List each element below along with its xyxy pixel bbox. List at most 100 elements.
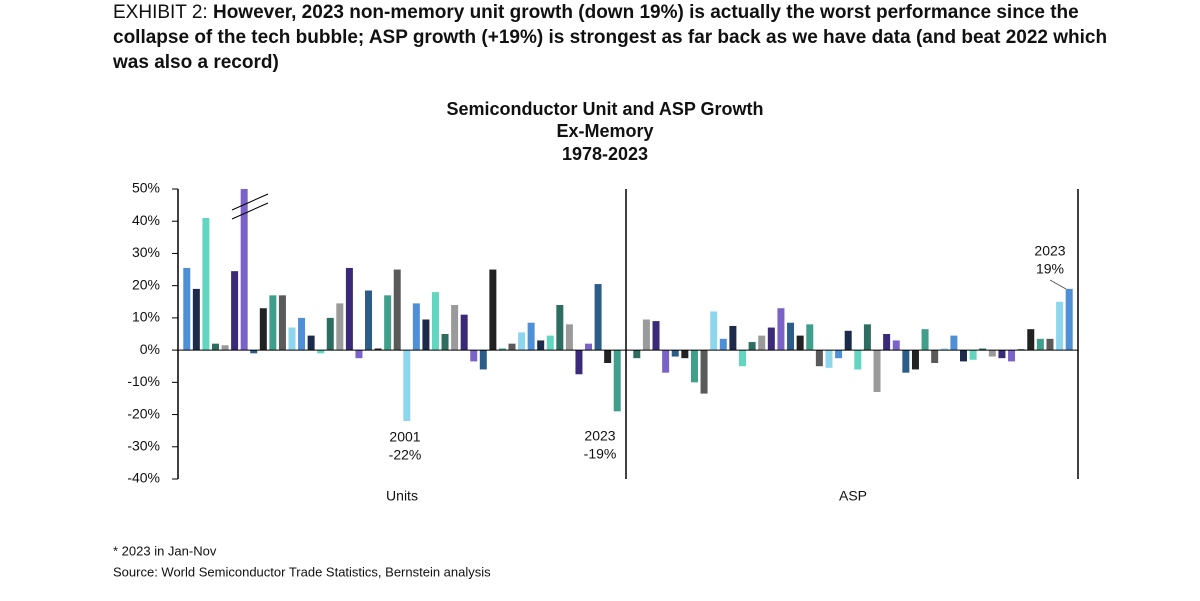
bar xyxy=(518,332,526,351)
y-tick-label: -20% xyxy=(127,405,160,421)
bar xyxy=(355,350,363,359)
y-tick-label: 40% xyxy=(132,212,160,228)
bar xyxy=(700,350,708,394)
bar xyxy=(815,350,823,367)
bar xyxy=(422,319,430,351)
bar xyxy=(854,350,862,370)
bar xyxy=(739,350,746,367)
bar xyxy=(758,335,766,351)
bar xyxy=(911,350,919,370)
bar xyxy=(412,303,420,351)
bar xyxy=(671,350,679,357)
bar xyxy=(183,267,191,351)
bar xyxy=(892,340,900,351)
bar xyxy=(508,343,516,351)
bar xyxy=(575,350,583,375)
y-tick-label: 20% xyxy=(132,276,160,292)
exhibit-text: However, 2023 non-memory unit growth (do… xyxy=(113,2,1108,73)
bar xyxy=(594,284,602,351)
annotation: 2023 xyxy=(584,428,615,444)
bar xyxy=(796,335,804,351)
bar xyxy=(336,303,344,351)
bar xyxy=(921,329,929,351)
bar xyxy=(604,350,612,363)
bar xyxy=(240,189,248,351)
bar xyxy=(806,324,814,351)
bar xyxy=(585,343,593,351)
bar xyxy=(777,308,785,351)
bar xyxy=(317,350,325,354)
bar xyxy=(710,311,718,351)
bar xyxy=(613,350,621,412)
chart-period: 1978-2023 xyxy=(562,144,648,164)
chart-title: Semiconductor Unit and ASP Growth xyxy=(446,99,763,119)
y-tick-label: 0% xyxy=(140,341,160,357)
bar xyxy=(374,348,382,351)
bar xyxy=(470,350,478,362)
bar xyxy=(873,350,881,392)
bar xyxy=(979,348,987,351)
bar xyxy=(431,292,439,351)
axis-break xyxy=(231,193,269,211)
bar xyxy=(931,350,939,363)
annotation-leader xyxy=(1049,279,1067,290)
panel-label: ASP xyxy=(839,488,867,504)
chart-subtitle: Ex-Memory xyxy=(556,121,653,141)
bar xyxy=(969,350,977,360)
bar xyxy=(825,350,833,368)
bar xyxy=(211,343,219,351)
footnote: * 2023 in Jan-Nov xyxy=(113,543,217,558)
bar xyxy=(1056,301,1064,351)
bar xyxy=(441,334,449,351)
bar xyxy=(652,321,660,351)
bar xyxy=(642,319,650,351)
bar xyxy=(460,314,468,351)
bar xyxy=(451,305,459,351)
bar xyxy=(393,269,401,351)
bar xyxy=(498,348,506,351)
bar xyxy=(950,335,958,351)
bar xyxy=(960,350,967,362)
bar xyxy=(1027,329,1035,351)
y-tick-label: -30% xyxy=(127,437,160,453)
bar xyxy=(298,317,306,351)
bar xyxy=(844,330,852,351)
bar xyxy=(527,322,535,351)
bar xyxy=(883,334,891,351)
bar xyxy=(326,317,334,351)
bar xyxy=(221,345,229,351)
bar xyxy=(940,348,948,351)
bar xyxy=(681,350,689,359)
annotation: 2001 xyxy=(389,429,420,445)
exhibit-label: EXHIBIT 2: xyxy=(113,2,208,23)
exhibit-header: EXHIBIT 2: However, 2023 non-memory unit… xyxy=(113,0,1113,75)
bar xyxy=(307,335,315,351)
bar xyxy=(288,327,296,351)
bar xyxy=(988,350,996,357)
y-tick-label: 30% xyxy=(132,244,160,260)
bar xyxy=(1046,338,1054,351)
bar xyxy=(259,308,267,351)
annotation: 2023 xyxy=(1034,243,1065,259)
bar xyxy=(231,271,239,351)
bar xyxy=(479,350,487,370)
y-tick-label: 50% xyxy=(132,180,160,196)
bar xyxy=(556,305,564,351)
bar xyxy=(489,269,497,351)
bar xyxy=(537,340,545,351)
annotation: -22% xyxy=(389,447,422,463)
bar xyxy=(345,267,353,351)
y-tick-label: -40% xyxy=(127,470,160,486)
bar xyxy=(902,350,910,373)
bar xyxy=(690,350,698,383)
bar xyxy=(250,350,258,354)
bar xyxy=(565,324,573,351)
bar xyxy=(1008,350,1016,362)
source: Source: World Semiconductor Trade Statis… xyxy=(113,564,491,579)
bar xyxy=(787,322,795,351)
bar xyxy=(403,350,411,421)
bar xyxy=(269,295,277,351)
bar xyxy=(662,350,670,373)
